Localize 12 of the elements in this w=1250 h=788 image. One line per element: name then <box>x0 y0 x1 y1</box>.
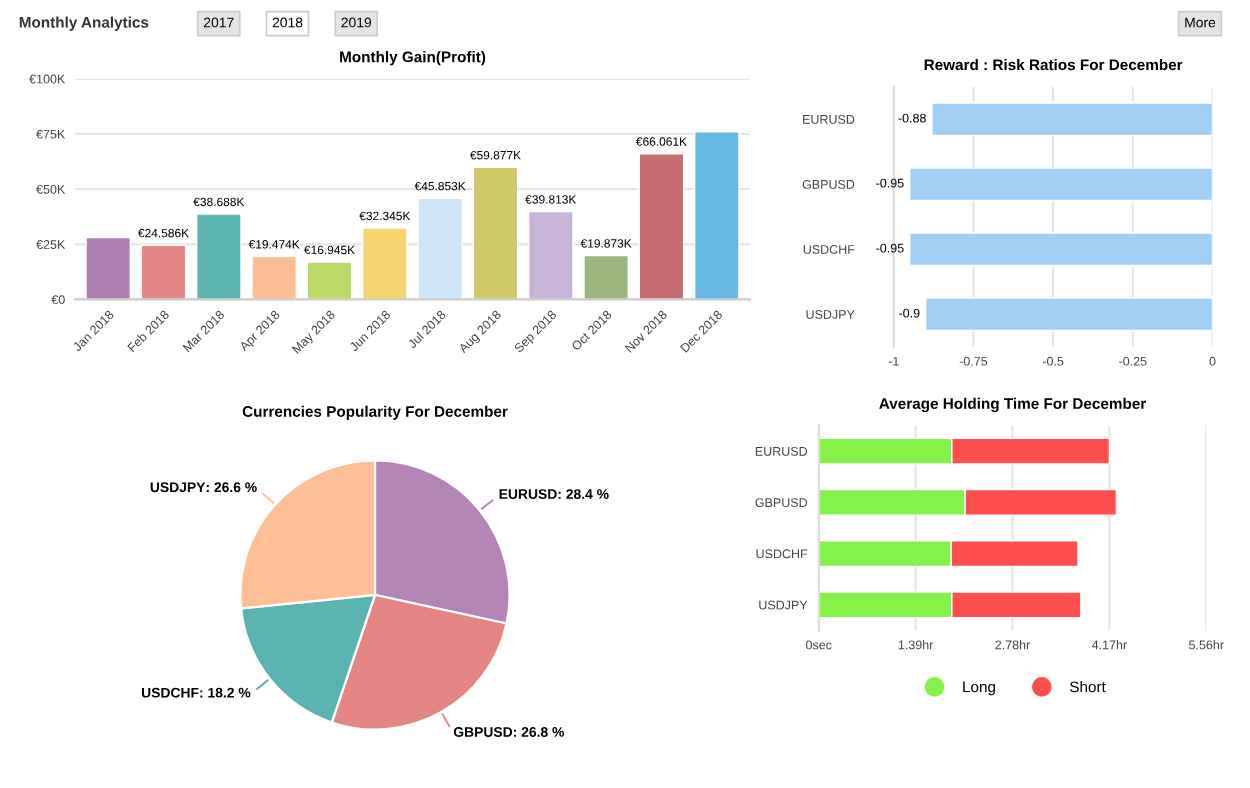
bar <box>527 210 574 300</box>
bar <box>693 131 740 300</box>
bar <box>417 197 463 300</box>
bar <box>251 255 298 300</box>
bar <box>306 261 353 300</box>
bar <box>362 227 408 300</box>
bar <box>472 166 519 300</box>
bar <box>85 236 132 300</box>
bar <box>140 244 187 300</box>
bar <box>638 152 685 300</box>
bar <box>196 213 242 300</box>
bar <box>583 254 629 300</box>
